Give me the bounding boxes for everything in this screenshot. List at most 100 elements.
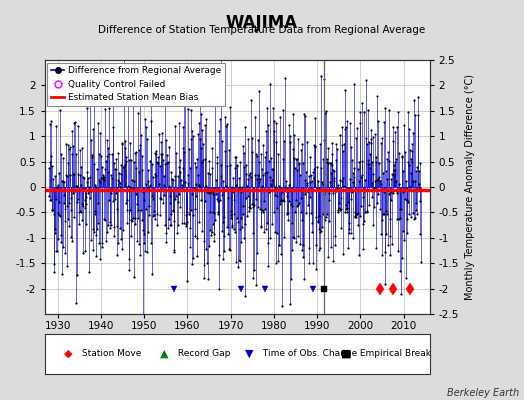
Point (335, 177, 344, 183)
Point (95, 130, 104, 136)
Point (124, 183, 132, 189)
Point (411, 207, 420, 214)
Point (166, 200, 174, 207)
Point (59, 179, 68, 185)
Point (417, 258, 425, 265)
Point (198, 158, 206, 165)
Point (220, 214, 228, 221)
Point (118, 246, 127, 252)
Point (188, 260, 196, 267)
Point (322, 108, 330, 114)
Point (163, 159, 172, 166)
Point (380, 210, 388, 217)
Point (139, 230, 148, 237)
Point (103, 136, 112, 143)
Point (300, 110, 308, 117)
Point (340, 148, 348, 154)
Point (195, 136, 204, 142)
Point (294, 160, 303, 166)
Point (189, 133, 197, 139)
Point (331, 233, 340, 240)
Point (211, 216, 220, 223)
Point (275, 242, 283, 249)
Point (63, 203, 71, 209)
Point (267, 155, 276, 162)
Text: WAJIMA: WAJIMA (226, 14, 298, 32)
Point (255, 88, 263, 95)
Point (247, 174, 255, 180)
Point (353, 222, 362, 229)
Point (366, 140, 375, 147)
Point (302, 169, 310, 176)
Point (108, 186, 116, 192)
Point (101, 217, 109, 224)
Point (121, 145, 129, 152)
Point (351, 213, 359, 220)
Point (402, 274, 410, 281)
Text: ▲: ▲ (160, 349, 169, 359)
Point (57, 239, 66, 246)
Point (148, 193, 156, 199)
Point (162, 152, 171, 158)
Text: Berkeley Earth: Berkeley Earth (446, 388, 519, 398)
Point (51, 226, 60, 232)
Point (367, 127, 376, 133)
Point (404, 109, 412, 115)
Point (165, 216, 173, 222)
Point (312, 266, 320, 272)
Point (255, 159, 263, 166)
Point (168, 176, 177, 182)
Point (246, 205, 254, 212)
Point (95, 240, 103, 246)
Point (200, 238, 208, 244)
Point (190, 186, 198, 192)
Point (262, 128, 270, 134)
Point (297, 194, 305, 201)
Point (158, 151, 166, 158)
Point (281, 187, 290, 194)
Point (71, 188, 79, 194)
Point (63, 172, 71, 179)
Point (109, 198, 117, 204)
Point (132, 191, 140, 198)
Point (76, 172, 84, 178)
Point (241, 221, 249, 227)
Point (180, 93, 188, 100)
Point (210, 238, 219, 244)
Point (403, 198, 412, 205)
Point (204, 276, 212, 282)
Point (358, 158, 366, 164)
Point (412, 164, 421, 170)
Point (361, 209, 369, 215)
Point (100, 174, 108, 180)
Point (147, 240, 155, 246)
Point (102, 228, 111, 235)
Point (57, 232, 65, 238)
Point (390, 167, 399, 174)
Point (118, 227, 127, 233)
Point (302, 188, 311, 194)
Point (239, 143, 247, 149)
Point (314, 213, 323, 219)
Point (216, 197, 224, 204)
Point (52, 123, 60, 130)
Point (282, 211, 291, 218)
Point (46, 196, 54, 203)
Text: ▼: ▼ (245, 349, 253, 359)
Point (288, 247, 296, 254)
Point (209, 220, 217, 227)
Point (375, 178, 384, 185)
Point (50, 211, 59, 217)
Point (337, 124, 346, 130)
Point (133, 201, 141, 207)
Point (84, 190, 92, 196)
Point (373, 177, 381, 183)
Point (343, 118, 351, 124)
Point (308, 228, 316, 235)
Point (269, 105, 277, 112)
Point (398, 152, 407, 159)
Point (215, 127, 224, 134)
Point (172, 187, 181, 194)
Point (158, 130, 166, 136)
Point (256, 206, 265, 212)
